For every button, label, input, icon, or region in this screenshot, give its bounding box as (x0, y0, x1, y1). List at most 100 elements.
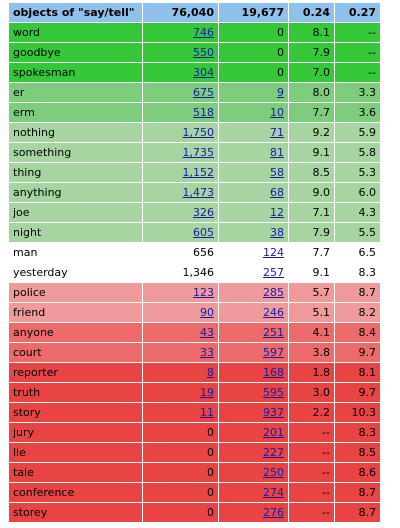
count-1-cell[interactable]: 605 (142, 222, 219, 243)
count-2-link[interactable]: 250 (263, 466, 284, 479)
count-1-link[interactable]: 8 (207, 366, 214, 379)
count-1-link[interactable]: 1,735 (182, 146, 215, 159)
count-2-cell[interactable]: 285 (218, 282, 289, 303)
count-2-cell[interactable]: 81 (218, 142, 289, 163)
score-2-cell: 5.3 (334, 162, 381, 183)
count-1-link[interactable]: 746 (193, 26, 214, 39)
count-2-cell[interactable]: 10 (218, 102, 289, 123)
count-2-link[interactable]: 71 (270, 126, 284, 139)
count-2-link[interactable]: 274 (263, 486, 284, 499)
results-table: objects of "say/tell" 76,040 19,677 0.24… (8, 2, 381, 523)
count-1-link[interactable]: 19 (200, 386, 214, 399)
count-2-cell[interactable]: 274 (218, 482, 289, 503)
count-2-cell[interactable]: 58 (218, 162, 289, 183)
count-1-cell: 0 (142, 422, 219, 443)
count-1-cell[interactable]: 19 (142, 382, 219, 403)
count-1-cell[interactable]: 1,735 (142, 142, 219, 163)
count-2-link[interactable]: 38 (270, 226, 284, 239)
count-1-cell[interactable]: 11 (142, 402, 219, 423)
count-2-link[interactable]: 68 (270, 186, 284, 199)
count-1-link[interactable]: 11 (200, 406, 214, 419)
count-2-cell[interactable]: 595 (218, 382, 289, 403)
word-cell: joe (8, 202, 143, 223)
count-2-link[interactable]: 937 (263, 406, 284, 419)
count-2-cell[interactable]: 597 (218, 342, 289, 363)
count-2-link[interactable]: 9 (277, 86, 284, 99)
count-1-cell[interactable]: 90 (142, 302, 219, 323)
count-2-cell[interactable]: 251 (218, 322, 289, 343)
count-2-link[interactable]: 58 (270, 166, 284, 179)
count-2-cell[interactable]: 257 (218, 262, 289, 283)
count-1-cell[interactable]: 304 (142, 62, 219, 83)
count-2-link[interactable]: 81 (270, 146, 284, 159)
score-2-cell: 10.3 (334, 402, 381, 423)
word-cell: yesterday (8, 262, 143, 283)
count-1-cell[interactable]: 123 (142, 282, 219, 303)
score-1-cell: 7.9 (288, 222, 335, 243)
count-1-link[interactable]: 33 (200, 346, 214, 359)
count-1-link[interactable]: 123 (193, 286, 214, 299)
count-2-link[interactable]: 595 (263, 386, 284, 399)
count-1-cell[interactable]: 326 (142, 202, 219, 223)
count-2-cell[interactable]: 937 (218, 402, 289, 423)
table-row: court 33 597 3.8 9.7 (8, 342, 381, 363)
count-1-cell[interactable]: 1,152 (142, 162, 219, 183)
word-cell: erm (8, 102, 143, 123)
count-2-cell[interactable]: 9 (218, 82, 289, 103)
count-1-cell[interactable]: 518 (142, 102, 219, 123)
count-2-cell[interactable]: 250 (218, 462, 289, 483)
count-1-link[interactable]: 518 (193, 106, 214, 119)
count-2-link[interactable]: 124 (263, 246, 284, 259)
count-2-cell[interactable]: 227 (218, 442, 289, 463)
count-2-link[interactable]: 201 (263, 426, 284, 439)
count-2-cell[interactable]: 38 (218, 222, 289, 243)
score-1-cell: -- (288, 442, 335, 463)
count-1-link[interactable]: 675 (193, 86, 214, 99)
count-2-link[interactable]: 251 (263, 326, 284, 339)
count-2-cell[interactable]: 168 (218, 362, 289, 383)
count-2-link[interactable]: 597 (263, 346, 284, 359)
count-1-link[interactable]: 43 (200, 326, 214, 339)
count-2-link[interactable]: 10 (270, 106, 284, 119)
count-1-cell[interactable]: 746 (142, 22, 219, 43)
count-2-link[interactable]: 227 (263, 446, 284, 459)
count-1-link[interactable]: 326 (193, 206, 214, 219)
count-1-cell[interactable]: 43 (142, 322, 219, 343)
header-ratio-2: 0.27 (334, 2, 381, 23)
count-1-link[interactable]: 1,473 (182, 186, 215, 199)
score-2-cell: 8.5 (334, 442, 381, 463)
count-2-cell[interactable]: 276 (218, 502, 289, 523)
table-row: erm 518 10 7.7 3.6 (8, 102, 381, 123)
table-row: jury 0 201 -- 8.3 (8, 422, 381, 443)
count-1-cell[interactable]: 550 (142, 42, 219, 63)
count-2-link[interactable]: 285 (263, 286, 284, 299)
score-2-cell: -- (334, 42, 381, 63)
count-1-link[interactable]: 605 (193, 226, 214, 239)
count-1-cell[interactable]: 33 (142, 342, 219, 363)
count-1-link[interactable]: 304 (193, 66, 214, 79)
count-2-cell[interactable]: 68 (218, 182, 289, 203)
count-2-cell: 0 (218, 62, 289, 83)
count-1-cell[interactable]: 675 (142, 82, 219, 103)
count-2-link[interactable]: 276 (263, 506, 284, 519)
count-1-link[interactable]: 550 (193, 46, 214, 59)
count-2-link[interactable]: 257 (263, 266, 284, 279)
count-1-link[interactable]: 1,152 (182, 166, 215, 179)
count-2-cell[interactable]: 124 (218, 242, 289, 263)
count-2-cell[interactable]: 246 (218, 302, 289, 323)
count-2-cell[interactable]: 71 (218, 122, 289, 143)
count-1-link[interactable]: 1,750 (182, 126, 215, 139)
count-2-link[interactable]: 168 (263, 366, 284, 379)
score-2-cell: -- (334, 62, 381, 83)
count-1-cell[interactable]: 1,473 (142, 182, 219, 203)
count-2-cell[interactable]: 201 (218, 422, 289, 443)
count-1-cell[interactable]: 8 (142, 362, 219, 383)
score-2-cell: 8.3 (334, 262, 381, 283)
count-2-link[interactable]: 12 (270, 206, 284, 219)
count-1-link[interactable]: 90 (200, 306, 214, 319)
count-2-link[interactable]: 246 (263, 306, 284, 319)
count-2-cell[interactable]: 12 (218, 202, 289, 223)
count-1-cell[interactable]: 1,750 (142, 122, 219, 143)
score-1-cell: 9.2 (288, 122, 335, 143)
results-table-container: objects of "say/tell" 76,040 19,677 0.24… (8, 2, 381, 523)
